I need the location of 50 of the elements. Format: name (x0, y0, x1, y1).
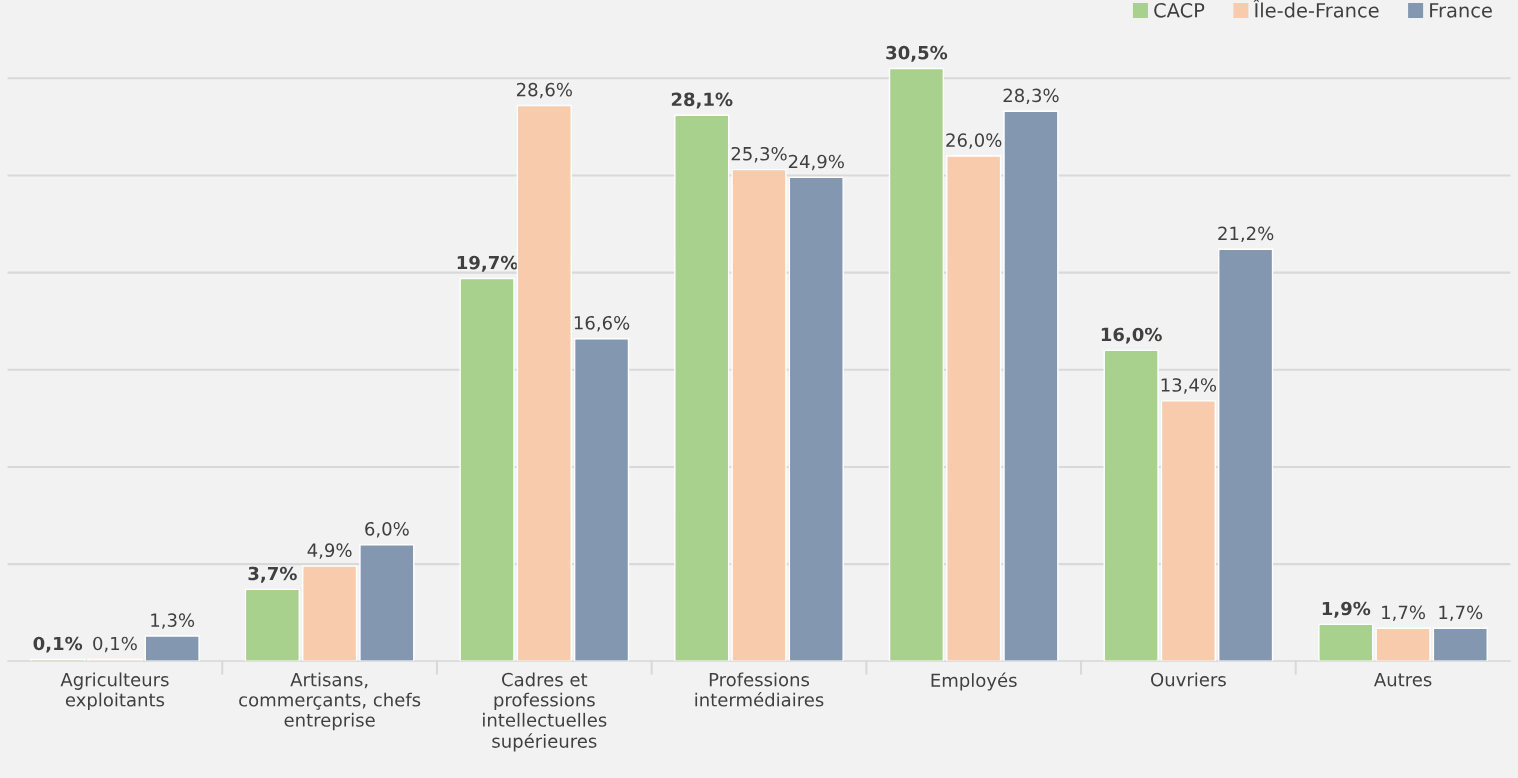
bar (1218, 248, 1274, 662)
data-label: 16,0% (1101, 327, 1162, 344)
data-label: 16,6% (574, 315, 630, 332)
data-label: 0,1% (33, 636, 83, 653)
x-tick-label: Autres (1374, 672, 1432, 687)
legend-label: France (1430, 3, 1492, 18)
bar (302, 565, 358, 662)
data-label: 1,7% (1439, 605, 1483, 622)
bar (1318, 623, 1374, 662)
bar (1432, 627, 1488, 662)
data-label: 6,0% (365, 521, 409, 538)
bar (459, 277, 515, 662)
data-label: 26,0% (946, 133, 1002, 149)
data-label: 19,7% (457, 255, 518, 272)
bar (1375, 627, 1431, 662)
data-label: 13,4% (1161, 378, 1217, 394)
data-label: 0,1% (93, 636, 137, 653)
data-label: 28,1% (671, 92, 733, 109)
bar (359, 543, 415, 662)
bar (1103, 349, 1159, 662)
bar (244, 588, 300, 662)
bar (144, 635, 200, 662)
bar (1003, 110, 1059, 662)
bar (516, 104, 572, 662)
x-tick-label: Ouvriers (1151, 672, 1226, 687)
data-label: 1,9% (1322, 601, 1371, 618)
legend-label: CACP (1154, 2, 1205, 18)
x-tick-label: Cadres et professions intellectuelles supérieures (483, 672, 607, 752)
bar (946, 155, 1002, 662)
data-label: 30,5% (886, 45, 948, 62)
bar (1160, 400, 1216, 662)
bar (674, 114, 730, 662)
bar (573, 337, 630, 662)
bar (788, 176, 844, 662)
x-tick-label: Professions intermédiaires (695, 672, 824, 707)
x-tick-label: Employés (931, 672, 1017, 691)
data-label: 3,7% (248, 566, 297, 583)
data-label: 4,9% (307, 543, 352, 559)
data-label: 21,2% (1218, 226, 1274, 243)
legend-label: Île-de-France (1253, 0, 1379, 18)
data-label: 1,7% (1382, 605, 1426, 622)
data-label: 25,3% (731, 146, 787, 163)
bar (888, 67, 945, 662)
data-label: 28,3% (1003, 88, 1059, 105)
data-label: 24,9% (788, 154, 844, 171)
data-label: 1,3% (151, 613, 195, 629)
bar (731, 168, 787, 662)
x-tick-label: Artisans, commerçants, chefs entreprise (239, 672, 421, 731)
x-tick-label: Agriculteurs exploitants (60, 672, 169, 711)
data-label: 28,6% (516, 82, 572, 99)
